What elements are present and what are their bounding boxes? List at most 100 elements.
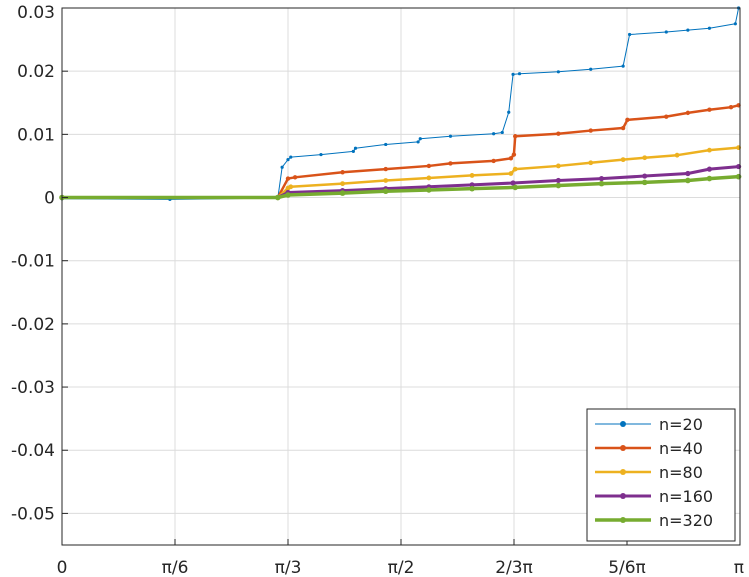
data-point [448,134,453,138]
legend-label: n=80 [659,463,703,482]
data-point [685,177,691,184]
series-line [62,165,739,200]
data-point [280,165,284,169]
series-n-40 [59,103,741,200]
data-point [733,22,737,26]
data-point [674,152,680,158]
data-point [707,107,712,112]
x-tick-label: π [734,558,744,577]
data-point [620,157,626,163]
legend: n=20 n=40 n=80 n=160 n=320 [586,408,736,542]
data-point [511,152,517,157]
legend-label: n=20 [659,415,703,434]
y-tick-label: 0.03 [17,3,55,23]
legend-swatch-marker [620,517,626,523]
series-line [62,174,739,200]
data-point [384,142,388,147]
data-point [735,173,742,180]
y-tick-label: 0.02 [17,62,55,82]
data-point [285,192,291,198]
data-point [707,147,712,153]
data-point [510,180,516,186]
data-point [512,166,518,172]
data-point [556,131,561,136]
data-point [621,64,625,68]
y-tick-label: -0.05 [11,504,55,524]
data-point [642,173,648,179]
data-point [289,155,293,159]
data-point [469,182,475,188]
data-point [707,26,712,30]
data-point [588,160,594,166]
data-point [382,188,389,195]
data-point [627,32,632,37]
legend-swatch-marker [620,421,626,427]
data-point [642,155,648,161]
data-point [286,158,290,162]
y-tick-label: -0.02 [11,315,55,335]
legend-label: n=40 [659,439,703,458]
data-point [685,170,691,177]
data-point [512,184,519,191]
data-point [598,175,605,182]
legend-swatch-marker [620,493,626,499]
data-point [383,166,388,172]
data-point [383,178,389,183]
data-point [426,163,432,169]
data-point [728,104,734,110]
data-point [491,158,496,164]
legend-label: n=320 [659,511,713,530]
legend-swatch-marker [620,445,626,451]
data-point [292,175,298,180]
data-point [641,179,648,186]
data-point [340,170,345,175]
data-point [426,187,432,193]
data-point [555,177,561,184]
y-tick-label: 0 [44,189,55,209]
x-tick-label: 0 [57,558,68,577]
data-point [448,161,453,166]
y-tick-label: -0.03 [11,378,55,398]
x-tick-label: π/2 [388,558,415,577]
data-point [588,128,593,133]
data-point [508,171,514,176]
data-point [664,30,668,34]
data-point [517,72,522,76]
x-tick-label: 5/6π [608,558,646,577]
data-point [589,67,593,71]
legend-label: n=160 [659,487,713,506]
data-point [620,125,626,131]
series-group [59,6,742,202]
data-point [513,134,518,139]
data-point [507,110,511,114]
series-n-320 [59,173,742,201]
legend-swatch-marker [620,469,626,475]
data-point [339,190,346,196]
data-point [469,173,475,178]
data-point [288,184,294,190]
y-tick-label: -0.04 [11,441,55,461]
y-tick-label: -0.01 [11,252,55,272]
data-point [340,181,345,187]
data-point [351,149,355,154]
data-point [469,185,475,192]
data-point [556,70,560,74]
data-point [416,140,420,144]
data-point [598,180,605,187]
data-point [319,152,323,157]
y-tick-label: 0.01 [17,125,55,145]
data-point [508,156,514,161]
data-point [664,114,669,119]
x-tick-label: π/3 [275,558,302,577]
data-point [706,166,713,172]
data-point [706,175,713,182]
data-point [625,117,630,123]
data-point [426,175,432,181]
data-point [555,182,562,189]
data-point [492,132,496,136]
data-point [555,163,561,169]
x-tick-label: 2/3π [495,558,533,577]
data-point [353,146,358,150]
data-point [285,176,291,181]
